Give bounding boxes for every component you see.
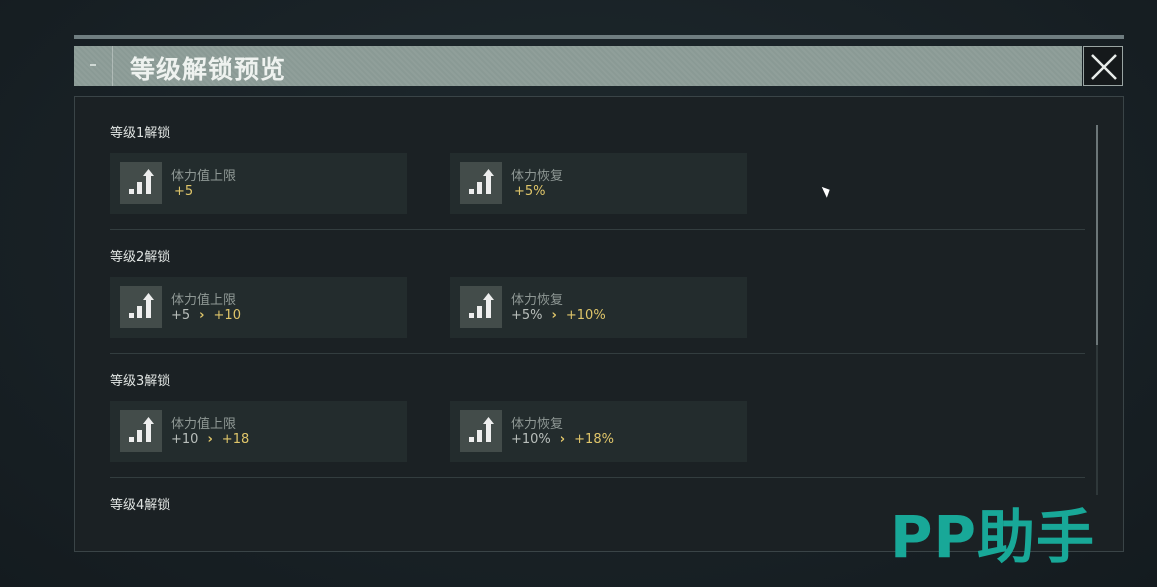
stat-to: +5 [174,184,194,199]
stat-value: +10 › +18 [171,432,249,447]
stat-from: +10 [171,432,199,447]
stat-value: +5% › +10% [511,308,606,323]
arrow-icon: › [559,432,566,447]
header-mark [90,64,96,66]
top-border [74,35,1124,39]
watermark-logo: PP助手 [890,503,1096,571]
dialog-header: 等级解锁预览 [74,46,1082,86]
stat-value: +5% [511,184,546,199]
unlock-card: 体力恢复 +5% [450,153,747,214]
stat-up-icon [120,286,162,328]
section-title: 等级4解锁 [110,498,171,513]
stat-name: 体力值上限 [171,169,237,184]
stat-name: 体力恢复 [511,293,564,308]
stat-name: 体力值上限 [171,417,237,432]
unlock-card: 体力恢复 +10% › +18% [450,401,747,462]
close-button[interactable] [1083,46,1123,86]
section-divider [110,229,1085,230]
stat-to: +18 [221,432,250,447]
unlock-card: 体力值上限 +5 [110,153,407,214]
arrow-icon: › [207,432,213,447]
stat-value: +10% › +18% [511,432,614,447]
stat-name: 体力值上限 [171,293,237,308]
stat-from: +5 [171,308,191,323]
stat-value: +5 › +10 [171,308,241,323]
scrollbar-thumb[interactable] [1096,125,1098,345]
section-title: 等级2解锁 [110,250,171,265]
section-divider [110,353,1085,354]
unlock-card: 体力恢复 +5% › +10% [450,277,747,338]
section-title: 等级3解锁 [110,374,171,389]
stat-name: 体力恢复 [511,417,564,432]
stat-to: +10% [565,308,606,323]
stat-to: +10 [213,308,241,323]
arrow-icon: › [199,308,205,323]
unlock-card: 体力值上限 +10 › +18 [110,401,407,462]
arrow-icon: › [551,308,557,323]
stat-up-icon [120,162,162,204]
stat-value: +5 [171,184,193,199]
stat-up-icon [460,162,502,204]
stat-name: 体力恢复 [511,169,564,184]
stat-to: +18% [574,432,614,447]
stat-from: +10% [511,432,551,447]
stat-up-icon [460,286,502,328]
section-title: 等级1解锁 [110,126,171,141]
stat-up-icon [460,410,502,452]
stat-up-icon [120,410,162,452]
unlock-card: 体力值上限 +5 › +10 [110,277,407,338]
close-icon [1091,54,1117,80]
unlock-list[interactable]: 等级1解锁 体力值上限 +5 体力恢复 +5% 等级2解锁 体力值上限 +5 › +10 体力恢复 +… [74,96,1124,552]
header-separator [112,46,113,86]
dialog-title: 等级解锁预览 [130,55,287,84]
stat-to: +5% [514,184,546,199]
stat-from: +5% [511,308,543,323]
scrollbar-track[interactable] [1096,345,1098,495]
section-divider [110,477,1085,478]
